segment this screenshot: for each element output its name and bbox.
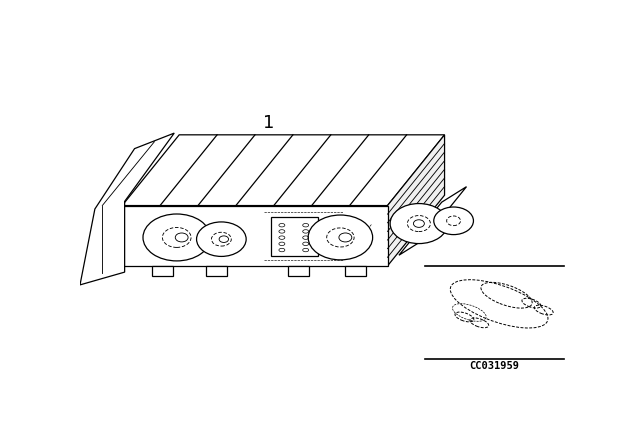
Polygon shape xyxy=(122,135,445,206)
Text: CC031959: CC031959 xyxy=(469,361,519,371)
Ellipse shape xyxy=(196,222,246,256)
Polygon shape xyxy=(152,266,173,276)
Polygon shape xyxy=(399,187,467,255)
Polygon shape xyxy=(288,266,309,276)
Text: 1: 1 xyxy=(263,114,274,132)
Ellipse shape xyxy=(434,207,474,235)
Polygon shape xyxy=(388,135,445,266)
Polygon shape xyxy=(122,206,388,266)
Ellipse shape xyxy=(308,215,372,260)
Ellipse shape xyxy=(390,203,447,244)
Polygon shape xyxy=(346,266,366,276)
Polygon shape xyxy=(271,216,318,256)
Polygon shape xyxy=(80,133,174,285)
Ellipse shape xyxy=(143,214,211,261)
Polygon shape xyxy=(207,266,227,276)
